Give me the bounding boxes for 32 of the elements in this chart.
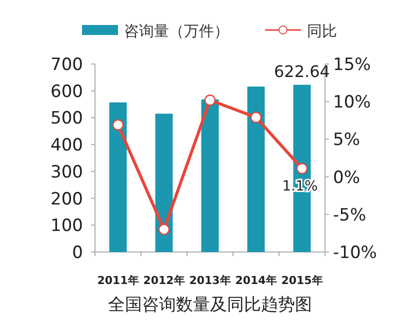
legend-label: 同比 — [307, 22, 337, 40]
y2-tick-label: 10% — [333, 92, 371, 113]
y-tick-label: 400 — [50, 136, 83, 156]
point — [112, 119, 124, 131]
y-tick-label: 300 — [50, 162, 83, 182]
data-label: 622.64 — [274, 62, 330, 81]
y-tick-label: 200 — [50, 189, 83, 210]
y-tick-label: 500 — [50, 108, 83, 129]
legend-label: 咨询量（万件） — [124, 22, 229, 40]
point — [296, 162, 308, 174]
y2-tick-label: 0% — [333, 168, 360, 188]
bar — [201, 99, 219, 252]
x-tick-label: 2013年 — [189, 274, 231, 287]
text: 全国咨询数量及同比趋势图 — [108, 295, 312, 315]
point — [250, 112, 262, 123]
bar — [155, 114, 173, 252]
bar — [247, 86, 265, 252]
x-tick-label: 2014年 — [235, 274, 277, 287]
y2-tick-label: -10% — [333, 243, 377, 263]
bar — [109, 102, 127, 252]
x-tick-label: 2012年 — [143, 274, 185, 287]
y-tick-label: 100 — [50, 216, 83, 236]
y-tick-label: 600 — [50, 82, 83, 102]
point — [204, 94, 216, 106]
point — [158, 224, 170, 236]
x-tick-label: 2011年 — [97, 274, 139, 287]
y2-tick-label: 15% — [333, 55, 371, 75]
x-tick-label: 2015年 — [281, 274, 323, 287]
y-tick-label: 0 — [72, 243, 83, 263]
y2-tick-label: -5% — [333, 205, 366, 226]
y2-tick-label: 5% — [333, 130, 360, 150]
y-tick-label: 700 — [50, 55, 83, 75]
